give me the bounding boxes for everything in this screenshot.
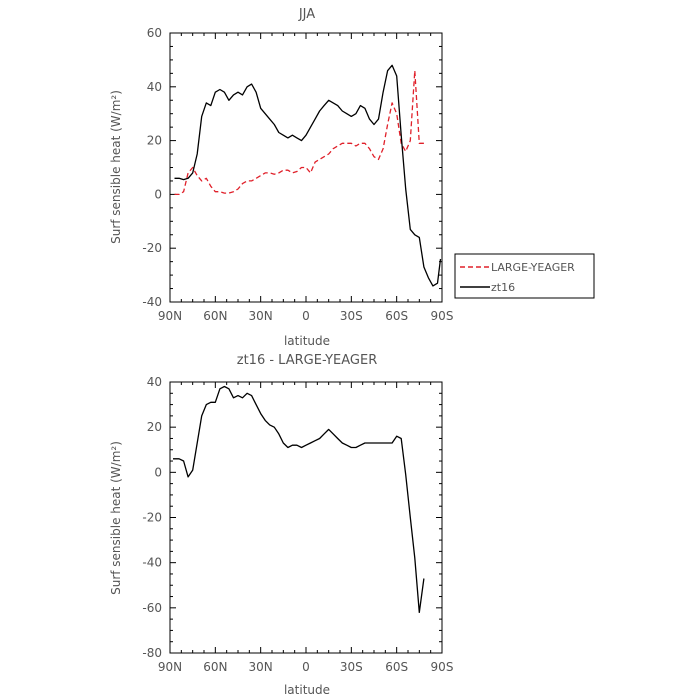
bottom-chart-xlabel: latitude xyxy=(284,683,330,697)
top-xtick-label: 0 xyxy=(302,309,310,323)
bottom-xtick-label: 90N xyxy=(158,660,182,674)
bottom-ytick-label: 20 xyxy=(147,420,162,434)
top-xtick-label: 60N xyxy=(203,309,227,323)
bottom-ytick-label: -20 xyxy=(142,511,162,525)
bottom-ytick-label: -40 xyxy=(142,556,162,570)
top-series-line-zt16 xyxy=(174,64,442,287)
legend-label-zt16: zt16 xyxy=(491,281,515,294)
top-xtick-label: 90S xyxy=(431,309,454,323)
bottom-ytick-label: 0 xyxy=(154,465,162,479)
top-ytick-label: 0 xyxy=(154,187,162,201)
bottom-ytick-label: -60 xyxy=(142,601,162,615)
bottom-xtick-label: 60S xyxy=(385,660,408,674)
bottom-series-line-difference xyxy=(173,385,425,614)
top-chart-title: JJA xyxy=(298,7,315,22)
top-chart-plot: -40 -20 0 20 40 60 90N 60N 30N 0 30S 60S 90S xyxy=(142,26,453,323)
top-xtick-label: 90N xyxy=(158,309,182,323)
top-chart-ylabel: Surf sensible heat (W/m²) xyxy=(109,90,123,244)
top-ytick-label: 60 xyxy=(147,26,162,40)
bottom-chart-title: zt16 - LARGE-YEAGER xyxy=(237,353,377,368)
top-plot-frame xyxy=(169,32,443,303)
bottom-xtick-label: 0 xyxy=(302,660,310,674)
top-ytick-label: -20 xyxy=(142,241,162,255)
bottom-xtick-label: 30N xyxy=(249,660,273,674)
top-ytick-label: 20 xyxy=(147,134,162,148)
top-series-line-large-yeager xyxy=(174,70,424,196)
legend-box xyxy=(454,253,595,299)
top-ytick-label: 40 xyxy=(147,80,162,94)
bottom-plot-frame xyxy=(169,381,443,654)
top-xtick-label: 60S xyxy=(385,309,408,323)
top-xtick-label: 30S xyxy=(340,309,363,323)
top-chart-xlabel: latitude xyxy=(284,334,330,348)
bottom-chart-plot: -80 -60 -40 -20 0 20 40 90N 60N 30N 0 30S 60S 90S xyxy=(142,375,453,674)
bottom-xtick-label: 90S xyxy=(431,660,454,674)
bottom-ytick-label: -80 xyxy=(142,646,162,660)
legend-label-large-yeager: LARGE-YEAGER xyxy=(491,261,575,274)
bottom-xtick-label: 60N xyxy=(203,660,227,674)
top-xtick-label: 30N xyxy=(249,309,273,323)
bottom-xtick-label: 30S xyxy=(340,660,363,674)
top-chart-legend: LARGE-YEAGER zt16 xyxy=(454,253,595,299)
bottom-chart-ylabel: Surf sensible heat (W/m²) xyxy=(109,441,123,595)
bottom-ytick-label: 40 xyxy=(147,375,162,389)
top-ytick-label: -40 xyxy=(142,295,162,309)
